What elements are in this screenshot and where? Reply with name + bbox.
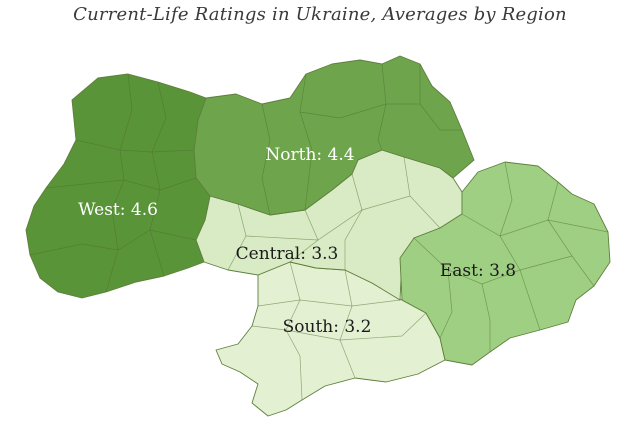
map-title: Current-Life Ratings in Ukraine, Average… [73,4,567,25]
region-label-south: South: 3.2 [283,317,372,337]
region-label-east: East: 3.8 [440,261,516,281]
region-label-west: West: 4.6 [78,200,158,220]
oblast-borders [29,63,609,401]
region-west [25,73,211,299]
region-north [193,55,475,216]
region-label-north: North: 4.4 [265,145,354,165]
region-label-central: Central: 3.3 [236,244,339,264]
